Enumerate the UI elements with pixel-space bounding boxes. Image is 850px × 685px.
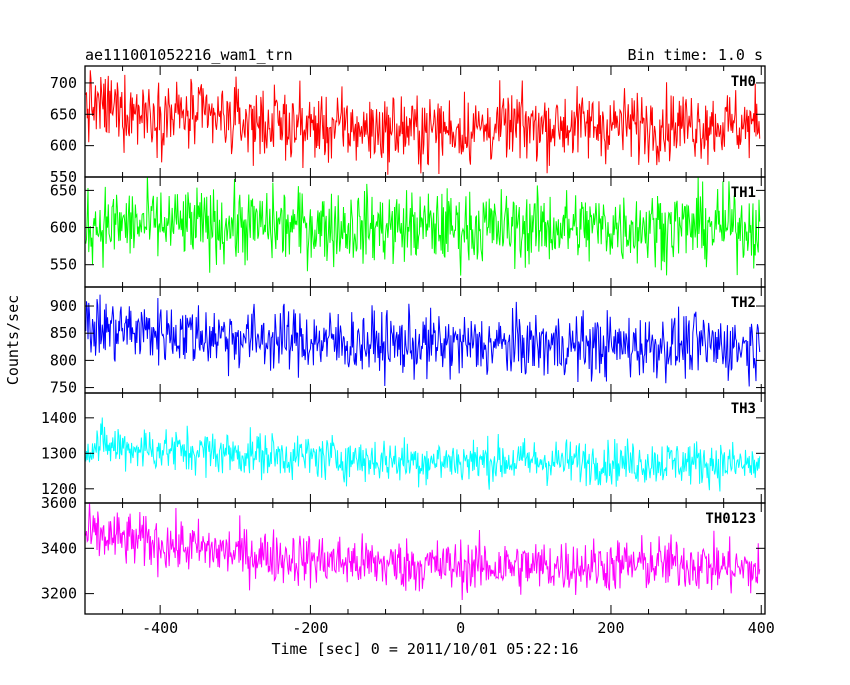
panels-group: 550 600 650 700 TH0 550 600 650 TH1 750 800 850 900 T… (41, 65, 775, 637)
y-tick-label: 550 (50, 168, 77, 186)
x-tick-label: -200 (292, 619, 328, 637)
x-tick-label: 400 (748, 619, 775, 637)
series-line-th3 (85, 417, 761, 492)
panel-th2: 750 800 850 900 TH2 (50, 286, 766, 397)
series-label-th3: TH3 (731, 401, 756, 417)
panel-th0: 550 600 650 700 TH0 (50, 65, 766, 186)
x-tick-label: -400 (142, 619, 178, 637)
panel-th0123: 3200 3400 3600 TH0123 (41, 494, 766, 615)
series-line-th2 (85, 294, 761, 387)
series-line-th1 (85, 177, 761, 276)
panel-th3: 1200 1300 1400 TH3 (41, 392, 766, 504)
x-tick-label: 0 (456, 619, 465, 637)
bin-time-label: Bin time: 1.0 s (628, 46, 763, 64)
y-tick-label: 600 (50, 137, 77, 155)
y-tick-label: 650 (50, 181, 77, 199)
panel-th1: 550 600 650 TH1 (50, 176, 766, 288)
y-tick-label: 700 (50, 74, 77, 92)
x-tick-label: 200 (597, 619, 624, 637)
series-label-th2: TH2 (731, 295, 756, 311)
y-tick-label: 850 (50, 324, 77, 342)
y-tick-label: 1400 (41, 409, 77, 427)
y-tick-label: 3400 (41, 539, 77, 557)
series-line-th0123 (85, 503, 761, 601)
series-label-th0123: TH0123 (705, 511, 756, 527)
series-line-th0 (85, 70, 761, 175)
y-tick-label: 750 (50, 379, 77, 397)
y-tick-label: 800 (50, 351, 77, 369)
y-tick-label: 600 (50, 219, 77, 237)
y-tick-label: 1300 (41, 444, 77, 462)
chart-title: ae111001052216_wam1_trn (85, 46, 293, 64)
series-label-th1: TH1 (731, 185, 756, 201)
y-axis-label: Counts/sec (4, 295, 22, 385)
series-label-th0: TH0 (731, 74, 756, 90)
x-axis-label: Time [sec] 0 = 2011/10/01 05:22:16 (271, 640, 578, 658)
y-tick-label: 1200 (41, 480, 77, 498)
y-tick-label: 3600 (41, 494, 77, 512)
y-tick-label: 550 (50, 256, 77, 274)
panel-frame (84, 502, 766, 615)
y-tick-label: 3200 (41, 585, 77, 603)
y-tick-label: 900 (50, 297, 77, 315)
y-tick-label: 650 (50, 105, 77, 123)
